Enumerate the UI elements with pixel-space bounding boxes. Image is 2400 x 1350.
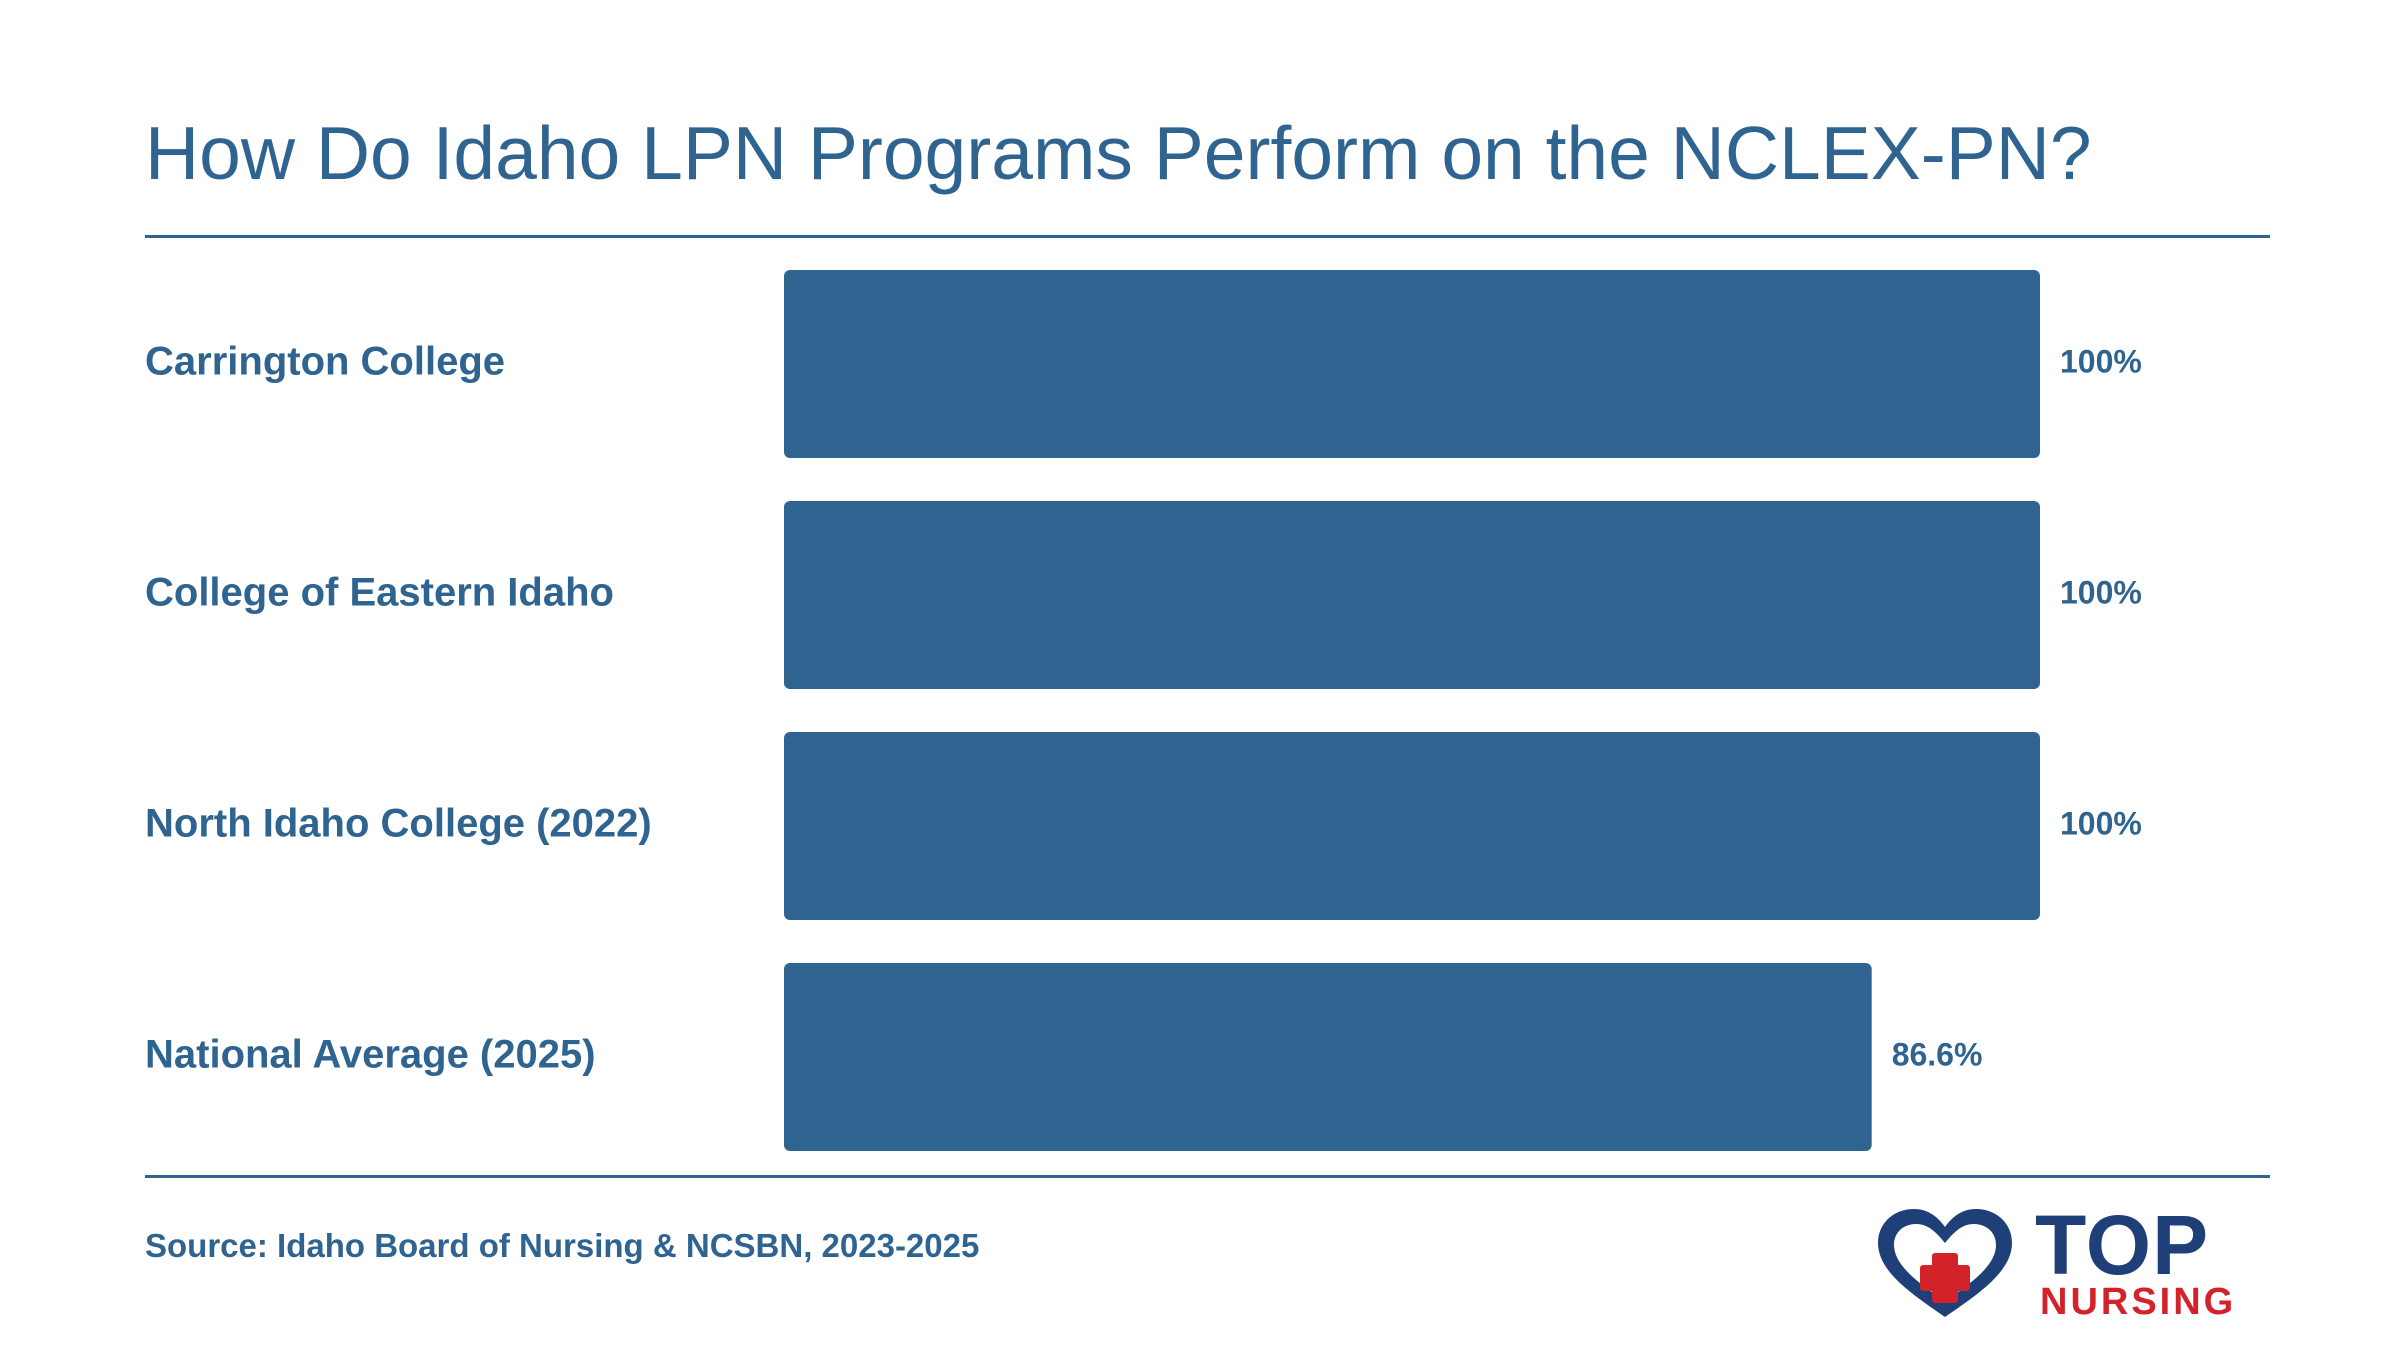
logo-wordmark-bottom: NURSING [2040, 1281, 2237, 1323]
bottom-divider [145, 1175, 2270, 1178]
value-label: 100% [2060, 343, 2142, 379]
category-label: North Idaho College (2022) [145, 802, 652, 846]
category-label: National Average (2025) [145, 1033, 596, 1077]
bar [784, 501, 2040, 689]
heart-cross-icon [1878, 1209, 2012, 1317]
top-divider [145, 235, 2270, 238]
bar [784, 270, 2040, 458]
bar [784, 732, 2040, 920]
chart-title: How Do Idaho LPN Programs Perform on the… [145, 111, 2092, 195]
logo-wordmark-top: TOP [2035, 1198, 2210, 1292]
bar [784, 963, 1872, 1151]
source-note: Source: Idaho Board of Nursing & NCSBN, … [145, 1227, 980, 1264]
value-label: 86.6% [1892, 1036, 1983, 1072]
category-label: College of Eastern Idaho [145, 571, 614, 615]
category-label: Carrington College [145, 340, 505, 384]
value-label: 100% [2060, 805, 2142, 841]
top-nursing-logo: TOP NURSING [1870, 1198, 2270, 1325]
value-label: 100% [2060, 574, 2142, 610]
